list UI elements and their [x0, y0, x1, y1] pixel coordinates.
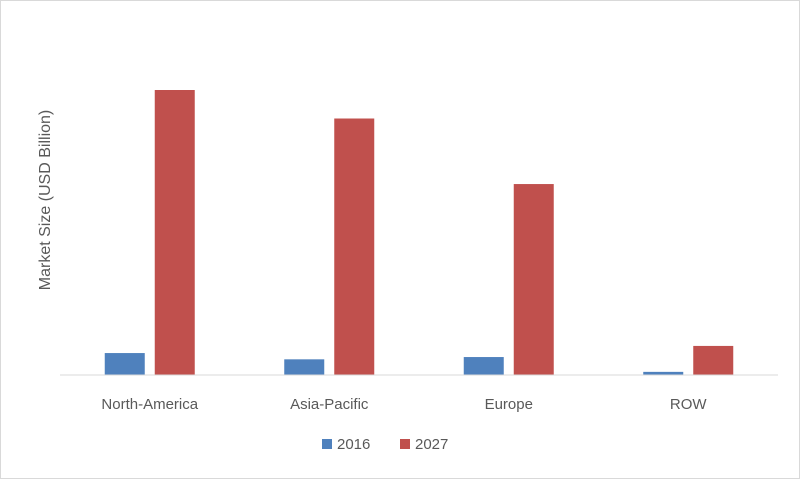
bar-row-2016 — [643, 371, 684, 375]
legend-label-2016: 2016 — [337, 436, 370, 453]
y-axis-title: Market Size (USD Billion) — [37, 110, 54, 290]
x-tick-labels: North-America Asia-Pacific Europe ROW — [101, 396, 707, 413]
x-tick-label: North-America — [101, 396, 198, 413]
legend-label-2027: 2027 — [415, 436, 448, 453]
x-tick-label: ROW — [670, 396, 708, 413]
x-tick-label: Europe — [485, 396, 533, 413]
bars-layer — [104, 90, 734, 375]
legend: 2016 2027 — [322, 436, 448, 453]
bar-asia-pacific-2016 — [284, 359, 325, 375]
legend-swatch-2027 — [400, 439, 410, 449]
bar-north-america-2016 — [104, 353, 145, 375]
bar-north-america-2027 — [154, 90, 195, 375]
bar-europe-2016 — [463, 357, 504, 375]
bar-asia-pacific-2027 — [334, 118, 375, 375]
bar-row-2027 — [693, 345, 734, 375]
x-tick-label: Asia-Pacific — [290, 396, 369, 413]
bar-europe-2027 — [513, 184, 554, 375]
legend-swatch-2016 — [322, 439, 332, 449]
